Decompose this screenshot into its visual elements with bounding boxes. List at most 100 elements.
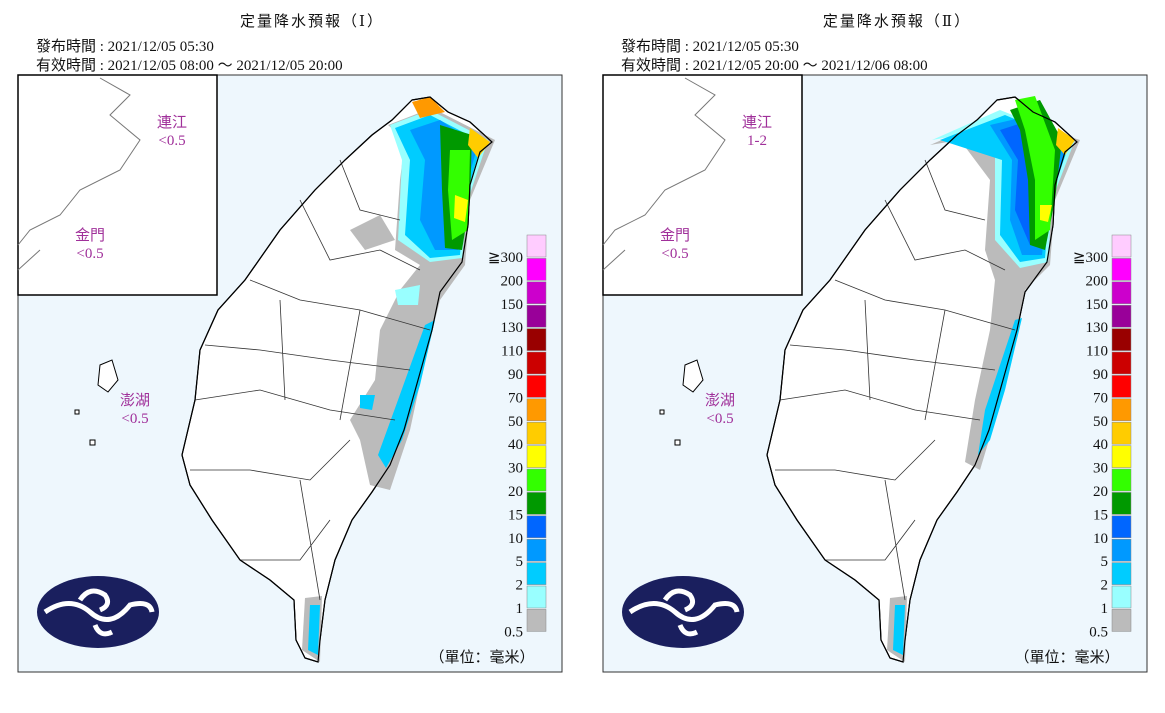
island-value: <0.5: [706, 411, 733, 427]
island-value: <0.5: [158, 133, 185, 149]
legend-label: 0.5: [504, 624, 523, 640]
legend-swatch: [1111, 492, 1132, 515]
legend-label: 200: [1086, 273, 1109, 289]
legend-label: 30: [1093, 461, 1108, 477]
legend-swatch: [526, 375, 547, 398]
rain-area: [448, 150, 470, 240]
island-name: 連江: [742, 114, 772, 131]
legend-label: 15: [1093, 507, 1108, 523]
unit-label: （單位：毫米）: [429, 648, 534, 666]
legend-label: 20: [1093, 484, 1108, 500]
china-coast: [17, 77, 141, 271]
rain-area: [308, 605, 320, 655]
island-name: 澎湖: [120, 392, 150, 409]
rain-area: [893, 605, 905, 655]
legend-label: 10: [1093, 531, 1108, 547]
rain-area: [468, 128, 490, 158]
valid-time: 有效時間 : 2021/12/05 20:00 ～ 2021/12/06 08:…: [621, 57, 928, 74]
panel-title: 定量降水預報（Ⅰ）: [240, 13, 384, 30]
rain-area: [454, 195, 468, 222]
panel-body: 定量降水預報（Ⅱ） 發布時間 : 2021/12/05 05:30 有效時間 : 2…: [602, 13, 1148, 673]
legend-swatch: [1111, 328, 1132, 351]
legend-label: 1: [516, 601, 524, 617]
rain-area: [1015, 96, 1055, 240]
inset-box: [17, 74, 218, 296]
penghu-islands: [659, 359, 704, 446]
island-name: 金門: [75, 227, 105, 244]
legend-swatch: [526, 421, 547, 445]
county-borders: [775, 159, 1016, 601]
legend-swatch: [526, 234, 547, 258]
legend-label: 90: [508, 367, 523, 383]
legend-label: 10: [508, 531, 523, 547]
legend-label: 150: [1086, 297, 1109, 313]
valid-time: 有效時間 : 2021/12/05 08:00 ～ 2021/12/05 20:…: [36, 57, 343, 74]
island-value: <0.5: [76, 246, 103, 262]
legend-swatch: [1111, 351, 1132, 375]
legend-swatch: [526, 281, 547, 305]
legend-label: 200: [501, 273, 524, 289]
panel-body: 定量降水預報（Ⅰ） 發布時間 : 2021/12/05 05:30 有效時間 : 2…: [17, 13, 563, 673]
cwb-logo: [37, 576, 159, 648]
county-borders: [190, 159, 431, 601]
penghu-islands: [74, 359, 119, 446]
legend-swatch: [526, 398, 547, 422]
legend-swatch: [526, 445, 547, 468]
legend-label: 1: [1101, 601, 1109, 617]
legend-swatch: [1111, 398, 1132, 422]
legend-label: 5: [1101, 554, 1109, 570]
legend-swatch: [1111, 585, 1132, 609]
legend-label: ≧300: [1073, 250, 1108, 266]
legend-label: 150: [501, 297, 524, 313]
legend-swatch: [1111, 421, 1132, 445]
legend-swatch: [1111, 609, 1132, 632]
island-value: <0.5: [121, 411, 148, 427]
legend-swatch: [526, 585, 547, 609]
legend-swatch: [526, 304, 547, 328]
rain-area: [360, 395, 375, 410]
island-value: <0.5: [661, 246, 688, 262]
legend-swatch: [526, 351, 547, 375]
legend-swatch: [1111, 304, 1132, 328]
legend-label: 70: [508, 390, 523, 406]
issued-time: 發布時間 : 2021/12/05 05:30: [36, 38, 214, 55]
legend-swatch: [1111, 281, 1132, 305]
legend-label: 50: [508, 414, 523, 430]
island-name: 金門: [660, 227, 690, 244]
panel-title: 定量降水預報（Ⅱ）: [823, 13, 971, 30]
rain-area: [412, 97, 445, 118]
legend-swatch: [1111, 515, 1132, 539]
rain-area: [378, 320, 435, 468]
island-name: 澎湖: [705, 392, 735, 409]
legend-label: 20: [508, 484, 523, 500]
taiwan-coast: [766, 96, 1078, 663]
legend-label: ≧300: [488, 250, 523, 266]
cwb-logo-swirl: [628, 588, 740, 637]
rain-area: [350, 215, 395, 250]
island-name: 連江: [157, 114, 187, 131]
inset-box: [602, 74, 803, 296]
legend-swatch: [526, 328, 547, 351]
legend-swatch: [526, 492, 547, 515]
legend-swatch: [1111, 234, 1132, 258]
legend-swatch: [1111, 375, 1132, 398]
legend-label: 130: [1086, 320, 1109, 336]
forecast-panel: 定量降水預報（Ⅰ） 發布時間 : 2021/12/05 05:30 有效時間 : 2…: [17, 13, 563, 673]
rain-area: [395, 285, 420, 305]
legend-swatch: [526, 538, 547, 562]
legend-swatch: [1111, 468, 1132, 492]
taiwan-coast: [181, 96, 493, 663]
legend-label: 70: [1093, 390, 1108, 406]
island-value: 1-2: [747, 133, 767, 149]
legend-label: 5: [516, 554, 524, 570]
legend-swatch: [526, 609, 547, 632]
legend-swatch: [1111, 258, 1132, 281]
legend-swatch: [526, 468, 547, 492]
rain-area: [1040, 205, 1052, 222]
forecast-panel: 定量降水預報（Ⅱ） 發布時間 : 2021/12/05 05:30 有效時間 : 2…: [602, 13, 1148, 673]
china-coast: [602, 77, 726, 271]
legend-label: 110: [501, 344, 523, 360]
rain-area: [1056, 128, 1075, 155]
legend-label: 15: [508, 507, 523, 523]
